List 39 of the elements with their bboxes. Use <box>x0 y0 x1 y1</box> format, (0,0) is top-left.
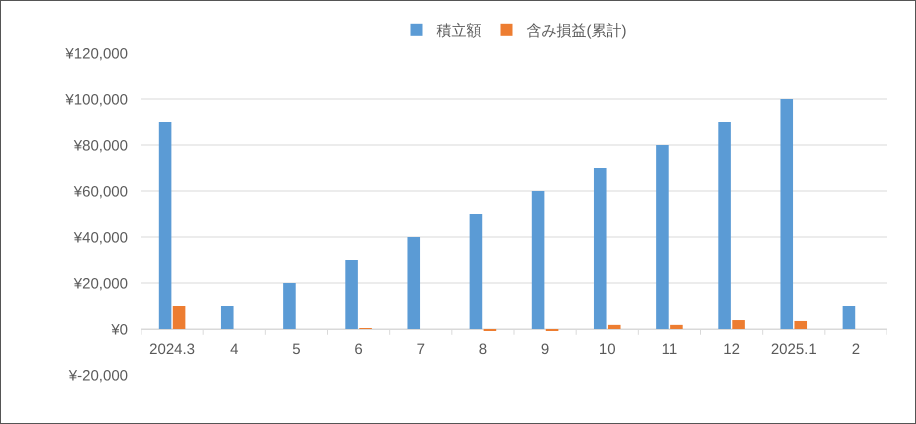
x-tick-label: 4 <box>230 341 238 358</box>
x-tick-label: 10 <box>598 341 616 358</box>
y-tick-label: ¥40,000 <box>72 229 128 246</box>
y-tick-label: ¥20,000 <box>72 275 128 292</box>
legend-label: 積立額 <box>436 22 482 40</box>
bar <box>608 324 621 329</box>
bar <box>172 306 186 329</box>
y-tick-label: ¥120,000 <box>64 45 128 62</box>
bar <box>732 320 745 329</box>
x-tick-label: 2 <box>852 341 860 358</box>
x-tick-label: 9 <box>540 341 550 358</box>
y-tick-label: ¥100,000 <box>64 91 128 108</box>
bar <box>594 168 607 329</box>
bar <box>470 214 482 329</box>
x-tick-label: 6 <box>354 341 363 358</box>
legend-label: 含み損益(累計) <box>526 22 626 40</box>
bar <box>532 191 544 329</box>
y-tick-label: ¥80,000 <box>72 137 128 154</box>
bar <box>158 122 172 329</box>
x-tick-label: 7 <box>416 341 425 358</box>
bar <box>718 122 731 329</box>
x-tick-label: 8 <box>478 341 488 358</box>
x-tick-label: 5 <box>292 341 301 358</box>
y-tick-label: ¥-20,000 <box>68 367 128 384</box>
bar <box>670 324 683 329</box>
bar <box>407 237 420 329</box>
x-tick-label: 2024.3 <box>149 341 196 358</box>
y-tick-label: ¥60,000 <box>72 183 128 200</box>
bar <box>780 99 794 329</box>
bar <box>656 145 669 329</box>
bar <box>283 283 296 329</box>
bar <box>794 320 808 329</box>
x-tick-label: 11 <box>662 341 678 358</box>
bar <box>842 306 856 329</box>
bar <box>345 260 358 329</box>
x-tick-label: 2025.1 <box>770 341 817 358</box>
x-tick-label: 12 <box>723 341 740 358</box>
y-tick-label: ¥0 <box>110 321 128 338</box>
bar <box>220 306 234 329</box>
